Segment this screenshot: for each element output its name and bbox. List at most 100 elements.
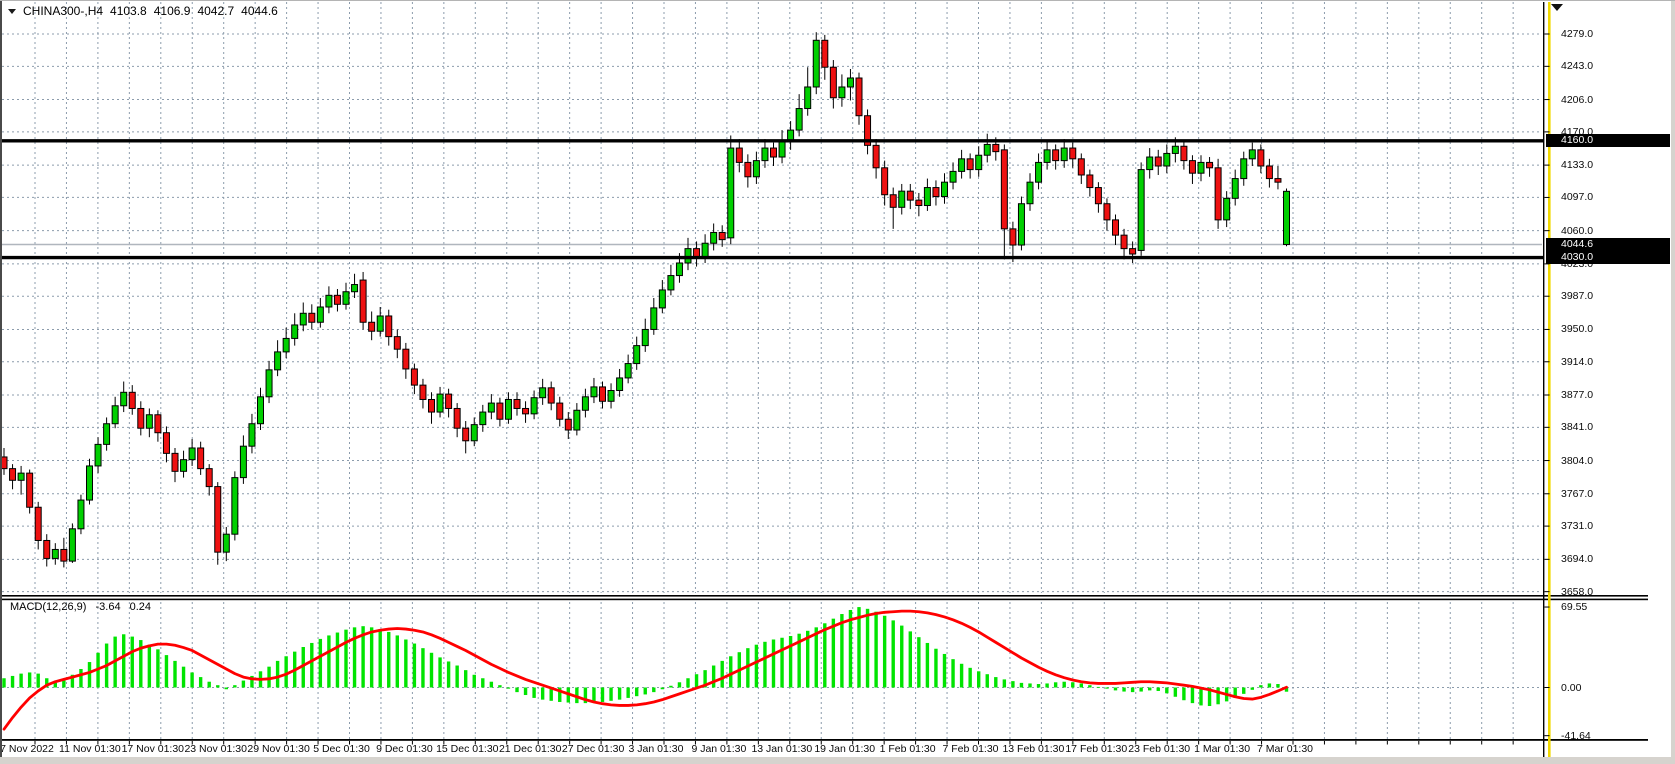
candle[interactable] [684,248,692,264]
candle[interactable] [368,321,376,332]
candle[interactable] [1009,228,1017,246]
candle[interactable] [504,398,512,420]
candle[interactable] [1026,181,1034,205]
candle[interactable] [496,402,504,420]
candle[interactable] [1240,158,1248,180]
candle[interactable] [778,140,786,158]
candle[interactable] [1180,145,1188,162]
candle[interactable] [103,423,111,445]
candle[interactable] [94,443,102,467]
candle[interactable] [838,86,846,99]
candle[interactable] [333,294,341,305]
candle[interactable] [1206,161,1214,169]
candle[interactable] [43,539,51,559]
candle[interactable] [1103,203,1111,221]
candle[interactable] [410,368,418,386]
candle[interactable] [402,348,410,370]
candle[interactable] [727,147,735,239]
candle[interactable] [795,108,803,131]
candle[interactable] [26,472,34,508]
candle[interactable] [487,402,495,413]
candle[interactable] [915,199,923,207]
candle[interactable] [1043,149,1051,163]
pane-separator[interactable] [0,598,1648,601]
candle[interactable] [1017,203,1025,246]
candle[interactable] [445,393,453,409]
candle[interactable] [470,424,478,442]
candle[interactable] [1137,169,1145,251]
vertical-line-object[interactable] [1548,2,1551,757]
candle[interactable] [1069,147,1077,160]
candle[interactable] [299,312,307,326]
candle[interactable] [735,147,743,163]
candle[interactable] [1077,158,1085,176]
candle[interactable] [1052,149,1060,162]
candle[interactable] [419,384,427,400]
candle[interactable] [829,66,837,99]
candle[interactable] [205,468,213,488]
candle[interactable] [992,143,1000,153]
candle[interactable] [1223,197,1231,221]
candle[interactable] [949,170,957,183]
candle[interactable] [641,328,649,347]
candle[interactable] [616,377,624,392]
candle[interactable] [1265,165,1273,180]
candle[interactable] [453,407,461,429]
candle[interactable] [1248,149,1256,160]
candle[interactable] [898,190,906,208]
candle[interactable] [171,452,179,472]
candle[interactable] [291,324,299,339]
candle[interactable] [1120,234,1128,250]
candle[interactable] [325,294,333,308]
candle[interactable] [17,472,25,481]
candle[interactable] [274,351,282,371]
candle[interactable] [282,337,290,353]
candle[interactable] [128,391,136,409]
candle[interactable] [658,289,666,309]
candle[interactable] [9,468,17,481]
candle[interactable] [479,411,487,426]
candle[interactable] [51,548,59,559]
symbol-dropdown-icon[interactable] [8,9,16,14]
candle[interactable] [650,307,658,330]
candle[interactable] [120,391,128,407]
candle[interactable] [188,447,196,461]
candle[interactable] [359,279,367,323]
candle[interactable] [197,447,205,470]
candle[interactable] [1214,167,1222,221]
candle[interactable] [239,445,247,479]
candle[interactable] [889,194,897,208]
candle[interactable] [1129,248,1137,255]
candle[interactable] [590,386,598,398]
candle[interactable] [599,386,606,402]
candle[interactable] [770,147,777,158]
candle[interactable] [804,86,812,110]
candle[interactable] [539,387,547,399]
candle[interactable] [180,459,188,472]
candle[interactable] [248,423,256,447]
candle[interactable] [60,548,68,562]
candle[interactable] [1060,147,1068,162]
candle[interactable] [154,414,162,434]
candle[interactable] [710,231,718,244]
candle[interactable] [932,187,940,198]
candle[interactable] [231,477,239,535]
candle[interactable] [462,427,470,442]
candle[interactable] [1231,178,1239,199]
candle[interactable] [1197,161,1205,174]
candle[interactable] [137,407,145,429]
candle[interactable] [624,363,632,379]
candle[interactable] [547,387,555,404]
candle[interactable] [906,190,914,201]
candle[interactable] [222,533,230,553]
candle[interactable] [1283,190,1290,245]
chart-shift-marker-icon[interactable] [1551,4,1563,11]
candle[interactable] [1112,219,1119,236]
candle[interactable] [1274,178,1282,183]
candle[interactable] [846,77,854,88]
candle[interactable] [376,315,384,332]
candle[interactable] [34,506,42,541]
candle[interactable] [1163,152,1171,167]
candle[interactable] [975,154,983,171]
candle[interactable] [983,143,991,156]
